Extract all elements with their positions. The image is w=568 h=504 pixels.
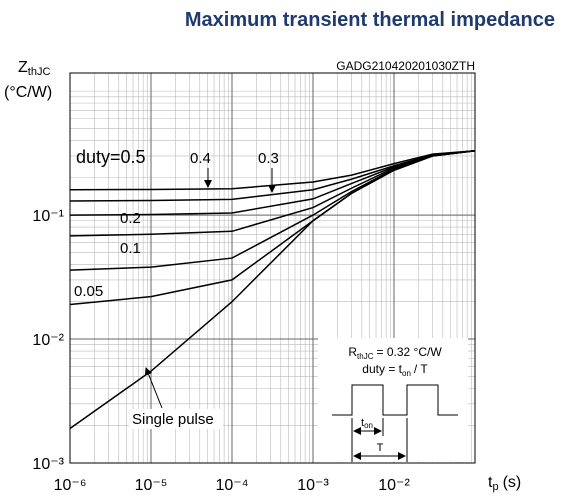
plot-frame <box>69 72 476 464</box>
curves <box>69 150 476 430</box>
y-tick-label: 10⁻³ <box>32 456 64 473</box>
rth-main: R <box>348 345 357 359</box>
x-label-sub: p <box>492 481 498 493</box>
ton-label: ton <box>361 417 373 430</box>
rth-rest: = 0.32 °C/W <box>376 345 442 359</box>
series-label: 0.2 <box>120 210 141 227</box>
y-label-main: Z <box>18 59 28 76</box>
x-label-unit: (s) <box>503 474 522 491</box>
y-tick-label: 10⁻² <box>32 332 64 349</box>
inset: RthJC = 0.32 °C/W duty = ton / T ton T <box>318 338 468 462</box>
x-tick-label: 10⁻² <box>378 477 410 494</box>
inset-rth: RthJC = 0.32 °C/W <box>348 345 442 361</box>
series-label: 0.3 <box>258 150 279 167</box>
rth-sub: thJC <box>357 352 374 361</box>
x-tick-label: 10⁻⁵ <box>135 477 168 494</box>
duty-sub: on <box>402 369 411 378</box>
chart-title: Maximum transient thermal impedance <box>185 9 555 31</box>
label-background <box>129 409 223 429</box>
annotation-arrow <box>144 367 163 409</box>
y-axis-label: ZthJC <box>18 59 50 78</box>
series-label: Single pulse <box>132 411 214 428</box>
ton-main: t <box>361 417 364 429</box>
inset-box <box>318 338 468 462</box>
series-line <box>69 150 476 191</box>
duty-pre: duty = t <box>362 362 402 376</box>
labels: duty=0.5 0.4 0.3 0.2 0.1 0.05 Single pulse <box>74 147 279 429</box>
pulse-waveform <box>332 384 458 416</box>
inset-duty: duty = ton / T <box>362 362 428 378</box>
x-tick-label: 10⁻³ <box>297 477 329 494</box>
x-axis-label: tp (s) <box>488 474 521 493</box>
series-label: 0.05 <box>74 283 103 300</box>
ton-sub: on <box>364 421 373 430</box>
series-line <box>69 150 476 202</box>
series-line <box>69 150 476 430</box>
series-label: 0.4 <box>190 150 211 167</box>
x-tick-label: 10⁻⁶ <box>54 477 87 494</box>
series-label: 0.1 <box>120 240 141 257</box>
period-label: T <box>377 442 384 454</box>
x-label-main: t <box>488 474 493 491</box>
chart-code: GADG210420201030ZTH <box>336 59 475 73</box>
duty-rest: / T <box>414 362 428 376</box>
y-axis-unit: (°C/W) <box>4 84 52 101</box>
y-label-sub: thJC <box>28 66 51 78</box>
series-label: duty=0.5 <box>76 147 146 167</box>
x-tick-label: 10⁻⁴ <box>215 477 248 494</box>
y-tick-label: 10⁻¹ <box>32 208 64 225</box>
